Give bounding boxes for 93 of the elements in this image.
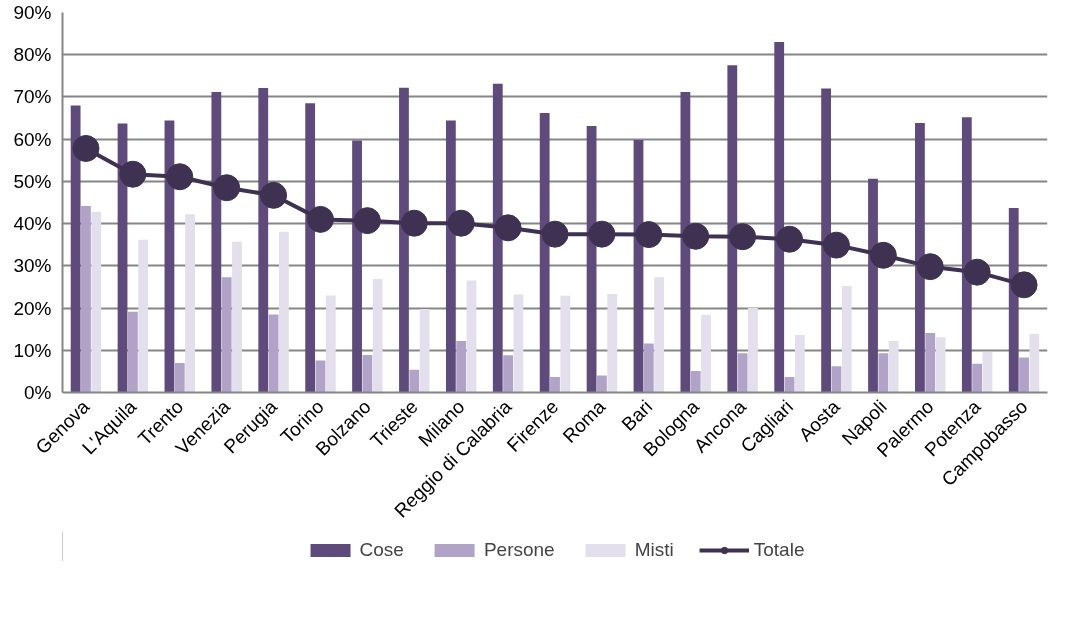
bar	[221, 277, 232, 393]
point	[635, 221, 663, 249]
bar	[831, 366, 842, 393]
bar	[419, 308, 430, 393]
point	[682, 222, 710, 250]
y-tick-label: 50%	[13, 170, 52, 192]
y-tick-label: 80%	[13, 44, 52, 66]
bar	[258, 88, 269, 393]
bar	[982, 351, 993, 393]
bar	[466, 280, 477, 393]
bar	[690, 370, 701, 393]
legend-label: Totale	[753, 539, 805, 561]
bar	[503, 355, 513, 393]
bar	[70, 105, 81, 393]
bar	[456, 340, 467, 393]
point	[822, 231, 850, 259]
bar	[597, 375, 607, 393]
point	[353, 207, 381, 235]
bar	[91, 211, 102, 393]
bar	[362, 354, 373, 393]
bar	[680, 91, 691, 393]
point	[541, 220, 569, 248]
bar	[560, 295, 571, 393]
bar	[737, 353, 748, 393]
bar	[399, 87, 409, 393]
bar	[127, 311, 138, 393]
bar	[1029, 333, 1040, 393]
bar	[305, 103, 316, 393]
bar	[185, 214, 195, 393]
legend-label: Persone	[483, 539, 555, 561]
y-tick-label: 60%	[13, 128, 52, 150]
y-tick-label: 70%	[13, 86, 52, 108]
bar	[278, 231, 289, 393]
bar	[727, 65, 738, 393]
bar	[513, 294, 524, 393]
y-tick-label: 0%	[24, 382, 52, 403]
y-tick-label: 10%	[13, 339, 52, 361]
point	[260, 181, 288, 209]
point	[119, 160, 147, 188]
bar	[550, 376, 560, 393]
bar	[315, 360, 326, 393]
point	[494, 214, 522, 242]
bar	[372, 278, 383, 393]
bar	[643, 343, 654, 393]
bar	[81, 205, 91, 393]
point	[776, 225, 804, 253]
bar	[841, 286, 852, 393]
bar	[935, 337, 946, 393]
bar	[138, 239, 149, 393]
point	[400, 209, 428, 237]
point	[588, 220, 616, 248]
bar	[654, 277, 665, 393]
bar	[774, 42, 785, 393]
bar	[878, 353, 889, 393]
point	[306, 205, 334, 233]
bar	[232, 241, 242, 393]
bar	[915, 123, 925, 393]
bar	[268, 314, 279, 393]
bar	[972, 363, 983, 393]
bar	[961, 117, 972, 393]
point	[213, 174, 241, 202]
point	[869, 241, 897, 269]
point	[72, 134, 100, 162]
point	[916, 253, 944, 281]
bar	[607, 294, 618, 393]
legend-label: Cose	[359, 539, 404, 561]
y-tick-label: 40%	[13, 213, 52, 235]
point	[963, 258, 991, 286]
bar	[325, 295, 336, 393]
y-tick-label: 30%	[13, 255, 52, 277]
point	[729, 223, 757, 251]
bar	[868, 178, 878, 393]
legend-label: Misti	[634, 539, 674, 561]
bar	[492, 83, 503, 393]
bar	[701, 314, 711, 393]
bar	[925, 332, 936, 393]
bar	[1019, 357, 1029, 393]
bar	[821, 88, 832, 393]
bar	[748, 308, 758, 393]
bar	[445, 120, 456, 393]
bar	[409, 369, 420, 393]
bar	[352, 140, 362, 393]
point	[1010, 271, 1038, 299]
bar	[211, 91, 222, 393]
bar	[174, 362, 185, 393]
y-tick-label: 90%	[13, 2, 52, 23]
bar	[888, 340, 899, 393]
y-tick-label: 20%	[13, 297, 52, 319]
point	[447, 209, 475, 237]
bar	[539, 112, 550, 393]
bar	[1008, 207, 1019, 393]
bar	[794, 335, 805, 393]
point	[166, 163, 194, 191]
